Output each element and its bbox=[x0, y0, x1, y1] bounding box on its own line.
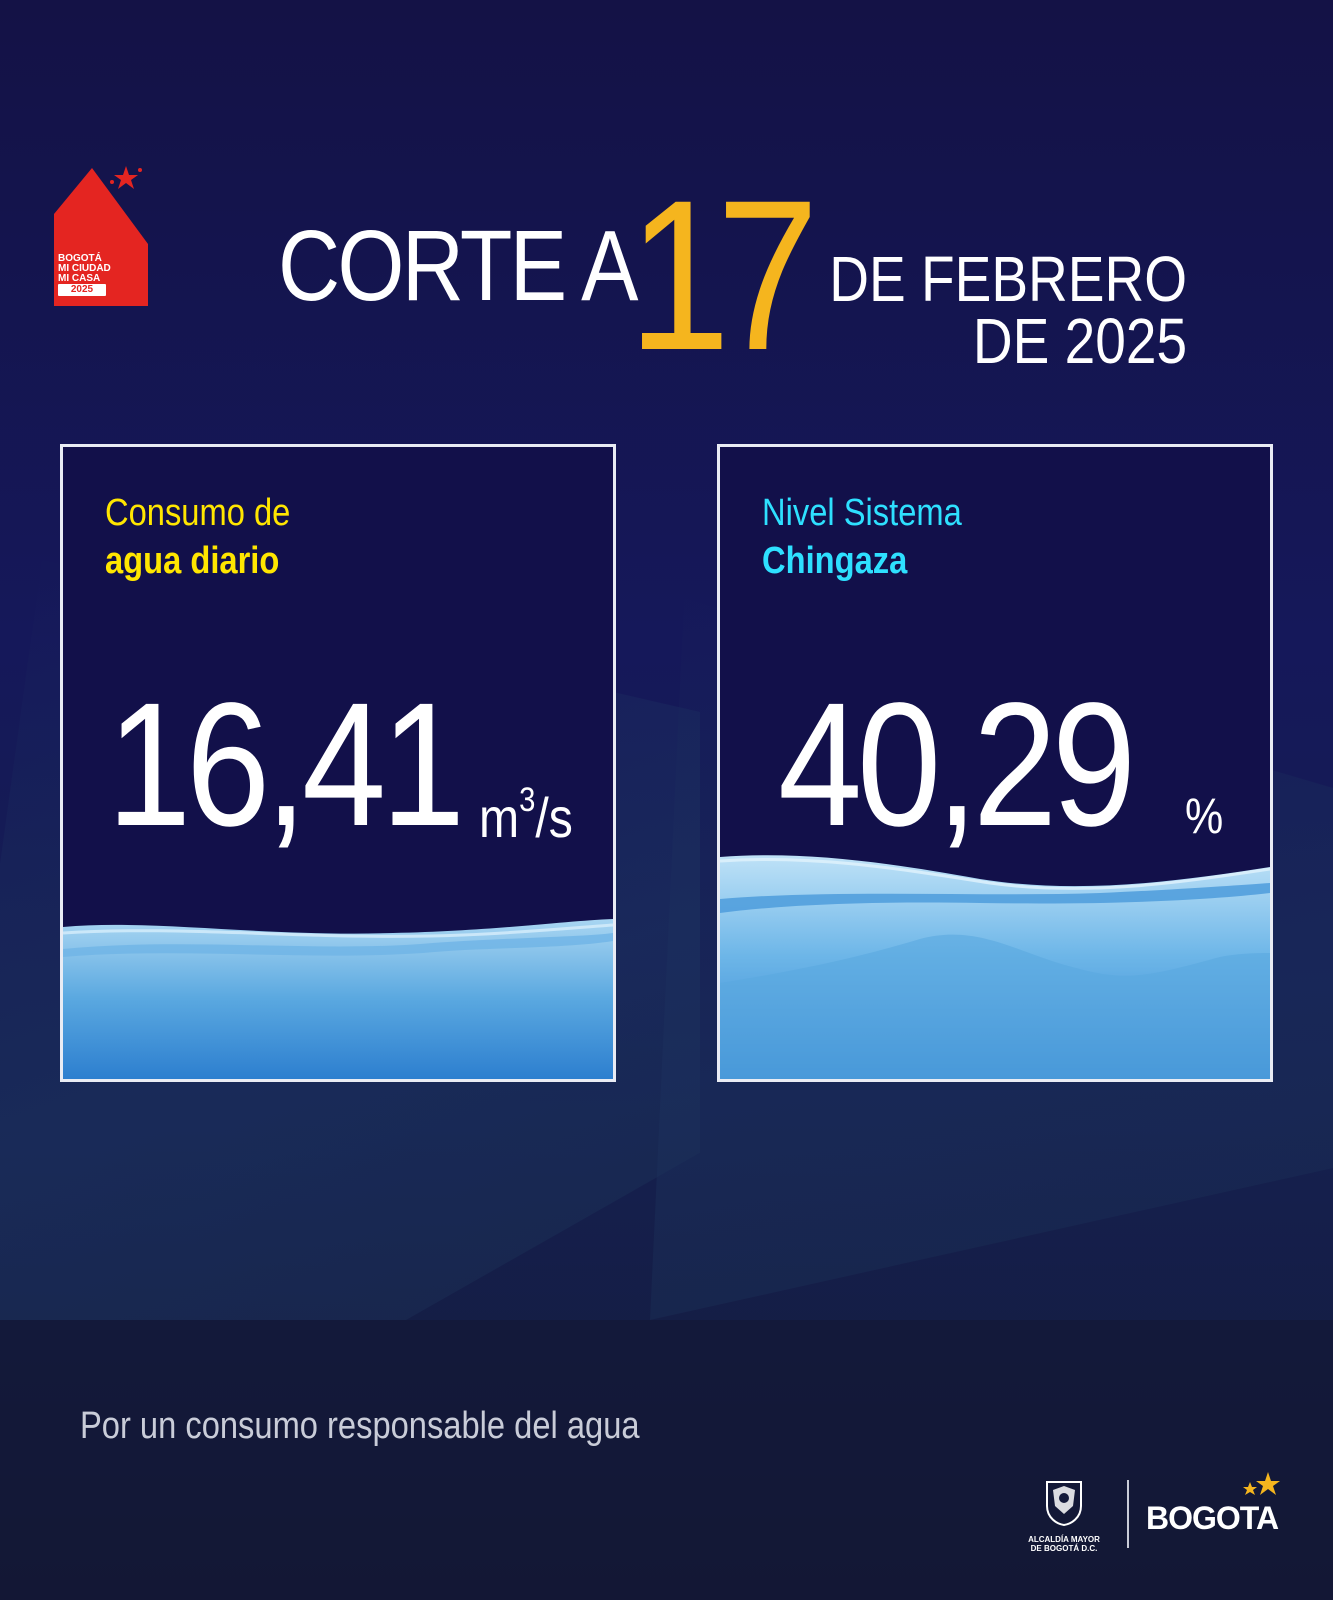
header-month: DE FEBRERO DE 2025 bbox=[829, 243, 1187, 377]
unit-tail: /s bbox=[535, 786, 573, 849]
card-consumo-title-line1: Consumo de bbox=[105, 492, 291, 534]
logo-line-mi-casa: MI CASA bbox=[58, 273, 101, 284]
water-level-graphic bbox=[720, 855, 1270, 1079]
card-consumo-agua: Consumo de agua diario 16,41 m3/s bbox=[60, 444, 616, 1082]
card-nivel-unit: % bbox=[1185, 788, 1224, 844]
header-prefix: CORTE A bbox=[278, 210, 638, 322]
alcaldia-text: ALCALDÍA MAYOR DE BOGOTÁ D.C. bbox=[1026, 1535, 1102, 1553]
logo-text: BOGOTÁ MI CIUDAD MI CASA bbox=[58, 254, 138, 284]
unit-exponent: 3 bbox=[519, 781, 536, 820]
card-consumo-title-line2: agua diario bbox=[105, 540, 280, 582]
logo-line-bogota: BOGOTÁ bbox=[58, 253, 102, 264]
card-nivel-title-line1: Nivel Sistema bbox=[762, 492, 962, 534]
card-nivel-chingaza: Nivel Sistema Chingaza 40,29 % bbox=[717, 444, 1273, 1082]
card-nivel-title-line2: Chingaza bbox=[762, 540, 908, 582]
bogota-mi-ciudad-mi-casa-logo: BOGOTÁ MI CIUDAD MI CASA 2025 bbox=[52, 166, 154, 310]
header-month-line2: DE 2025 bbox=[972, 305, 1187, 377]
header-month-line1: DE FEBRERO bbox=[829, 243, 1187, 315]
card-nivel-value: 40,29 bbox=[778, 667, 1136, 863]
unit-base: m bbox=[479, 786, 520, 849]
house-icon bbox=[54, 166, 148, 306]
alcaldia-line2: DE BOGOTÁ D.C. bbox=[1030, 1544, 1098, 1553]
coat-of-arms-icon bbox=[1046, 1481, 1082, 1527]
stars-icon bbox=[1243, 1472, 1280, 1495]
logo-line-mi-ciudad: MI CIUDAD bbox=[58, 263, 111, 274]
water-wave-graphic bbox=[63, 919, 613, 1079]
card-consumo-unit: m3/s bbox=[479, 781, 573, 850]
footer-divider bbox=[1127, 1480, 1129, 1548]
bogota-brand-text: BOGOTA bbox=[1146, 1500, 1279, 1536]
alcaldia-logo: ALCALDÍA MAYOR DE BOGOTÁ D.C. bbox=[1026, 1480, 1102, 1553]
background-footer-band bbox=[0, 1320, 1333, 1600]
header-day: 17 bbox=[628, 156, 819, 395]
card-consumo-title: Consumo de agua diario bbox=[105, 489, 290, 585]
tagline: Por un consumo responsable del agua bbox=[80, 1405, 640, 1447]
card-nivel-title: Nivel Sistema Chingaza bbox=[762, 489, 962, 585]
logo-year: 2025 bbox=[58, 284, 106, 296]
card-consumo-value: 16,41 bbox=[107, 667, 465, 863]
alcaldia-line1: ALCALDÍA MAYOR bbox=[1028, 1535, 1100, 1544]
